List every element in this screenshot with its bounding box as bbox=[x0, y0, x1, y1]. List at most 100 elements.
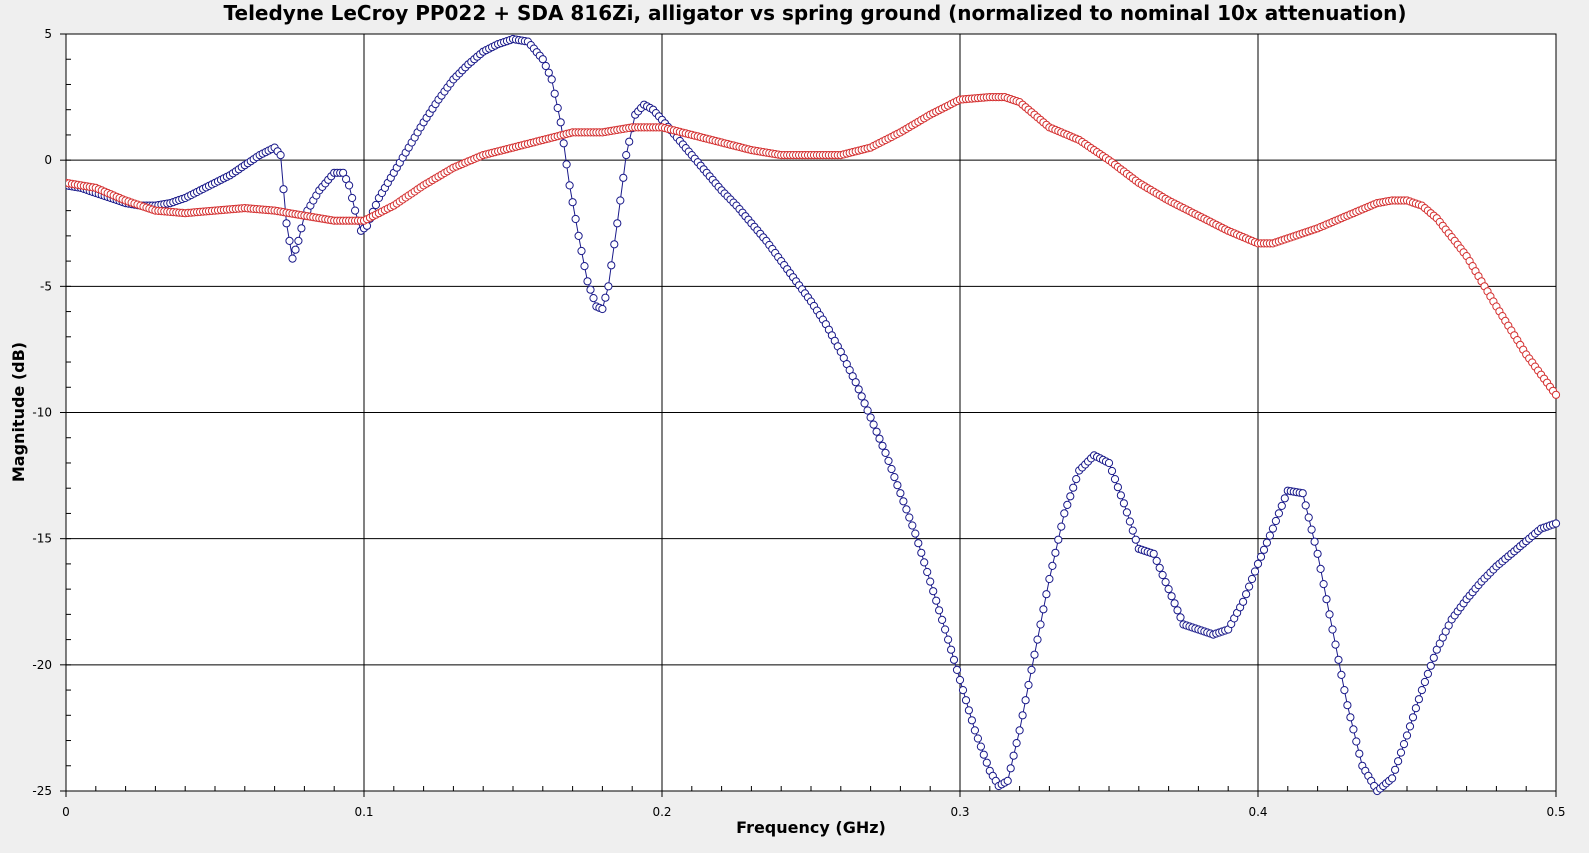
data-point bbox=[351, 206, 360, 215]
data-point bbox=[1250, 567, 1260, 576]
data-point bbox=[1423, 669, 1433, 679]
data-point bbox=[881, 448, 890, 457]
data-point bbox=[1167, 592, 1176, 601]
series-1 bbox=[66, 93, 1561, 399]
data-point bbox=[607, 261, 616, 270]
data-point bbox=[1331, 640, 1340, 649]
data-point bbox=[1277, 501, 1286, 510]
x-tick-label: 0.4 bbox=[1248, 805, 1267, 819]
data-point bbox=[1125, 517, 1135, 526]
data-point bbox=[1429, 653, 1438, 662]
data-point bbox=[1051, 548, 1060, 557]
data-point bbox=[1039, 605, 1048, 614]
grid-lines bbox=[66, 34, 1556, 791]
data-point bbox=[1319, 580, 1328, 589]
data-point bbox=[1003, 776, 1012, 786]
data-point bbox=[282, 219, 291, 228]
data-point bbox=[1176, 613, 1185, 622]
data-point bbox=[285, 236, 294, 245]
data-point bbox=[1259, 545, 1269, 554]
data-point bbox=[1113, 483, 1123, 492]
data-point bbox=[562, 160, 571, 169]
data-point bbox=[279, 185, 288, 194]
data-point bbox=[345, 181, 354, 190]
data-point bbox=[556, 118, 565, 127]
y-tick-label: -20 bbox=[32, 658, 52, 672]
data-point bbox=[1069, 483, 1078, 492]
data-point bbox=[905, 513, 914, 522]
data-point bbox=[1155, 563, 1164, 573]
data-point bbox=[610, 240, 619, 249]
data-point bbox=[1253, 559, 1263, 569]
data-point bbox=[1063, 500, 1072, 509]
data-point bbox=[553, 103, 562, 113]
data-point bbox=[1262, 538, 1272, 547]
data-point bbox=[1033, 635, 1042, 644]
data-point bbox=[863, 406, 872, 415]
data-point bbox=[583, 277, 592, 286]
data-point bbox=[589, 294, 598, 303]
data-point bbox=[976, 742, 986, 751]
data-point bbox=[941, 625, 950, 634]
data-point bbox=[955, 675, 965, 685]
data-point bbox=[547, 75, 556, 84]
data-point bbox=[1411, 704, 1421, 713]
data-point bbox=[932, 596, 941, 605]
data-point bbox=[1122, 508, 1132, 517]
data-point bbox=[1131, 535, 1140, 544]
data-point bbox=[1152, 556, 1161, 566]
data-point bbox=[979, 750, 988, 759]
data-point bbox=[973, 734, 983, 743]
data-point bbox=[860, 399, 869, 408]
data-point bbox=[574, 231, 583, 240]
data-point bbox=[1161, 578, 1170, 587]
data-point bbox=[565, 181, 574, 190]
data-point bbox=[1239, 597, 1248, 606]
data-point bbox=[1173, 606, 1182, 615]
data-point bbox=[938, 615, 947, 625]
x-tick-label: 0.1 bbox=[354, 805, 373, 819]
y-tick-label: -25 bbox=[32, 784, 52, 798]
data-point bbox=[1036, 620, 1045, 629]
y-tick-label: -5 bbox=[40, 279, 52, 293]
data-point bbox=[857, 392, 866, 401]
data-point bbox=[890, 473, 899, 482]
data-point bbox=[1119, 499, 1129, 508]
data-point bbox=[568, 198, 577, 207]
data-point bbox=[1355, 749, 1364, 758]
data-point bbox=[1414, 695, 1424, 704]
minor-ticks bbox=[66, 58, 1527, 791]
data-point bbox=[1164, 585, 1173, 594]
data-point bbox=[601, 293, 610, 302]
data-point bbox=[1310, 537, 1319, 546]
y-axis-label: Magnitude (dB) bbox=[9, 342, 28, 482]
data-point bbox=[1328, 625, 1337, 634]
data-point bbox=[1170, 599, 1179, 608]
data-point bbox=[1274, 509, 1284, 518]
data-point bbox=[288, 254, 297, 263]
data-point bbox=[1012, 739, 1021, 748]
data-point bbox=[1313, 549, 1322, 558]
data-point bbox=[1334, 655, 1343, 664]
data-point bbox=[875, 434, 884, 443]
data-point bbox=[872, 427, 881, 436]
data-point bbox=[577, 246, 586, 256]
x-tick-label: 0.2 bbox=[652, 805, 671, 819]
data-point bbox=[348, 193, 357, 203]
data-point bbox=[1394, 757, 1403, 766]
data-point bbox=[1006, 764, 1015, 773]
data-point bbox=[917, 548, 926, 557]
y-tick-labels: 5 0 -5 -10 -15 -20 -25 bbox=[32, 27, 66, 798]
data-point bbox=[604, 282, 613, 291]
y-tick-label: -15 bbox=[32, 532, 52, 546]
data-point bbox=[1247, 574, 1257, 584]
y-tick-label: -10 bbox=[32, 406, 52, 420]
data-point bbox=[893, 481, 902, 490]
data-point bbox=[961, 696, 971, 705]
data-point bbox=[1316, 564, 1325, 574]
data-point bbox=[1128, 526, 1137, 535]
data-point bbox=[1352, 737, 1361, 746]
data-point bbox=[902, 505, 911, 514]
data-point bbox=[1402, 731, 1412, 740]
